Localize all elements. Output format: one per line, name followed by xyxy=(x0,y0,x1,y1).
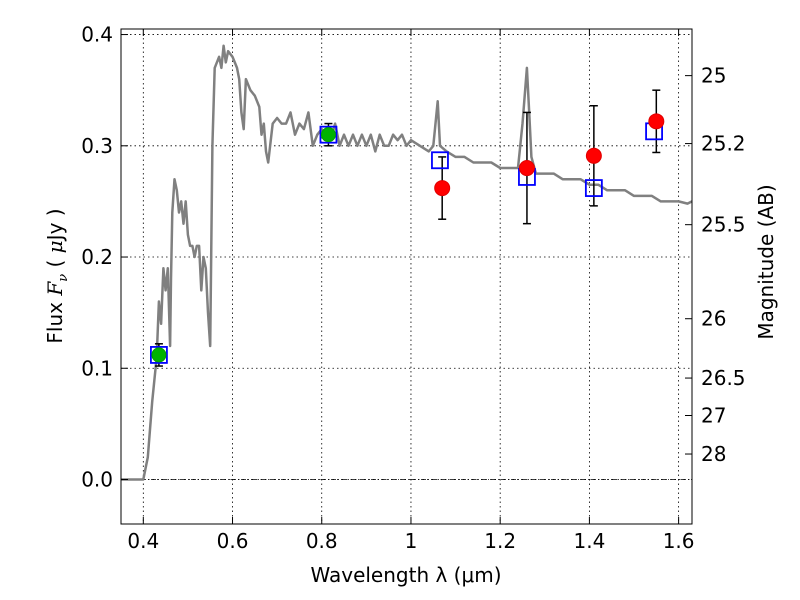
red-photometry-points xyxy=(434,113,665,197)
y-tick-labels: 0.0 0.1 0.2 0.3 0.4 xyxy=(81,23,113,492)
green-photometry-points xyxy=(151,127,336,363)
red-photometry-point xyxy=(434,180,451,197)
y-tick-label: 0.1 xyxy=(81,356,113,380)
red-photometry-point xyxy=(518,160,535,177)
grid-lines xyxy=(121,29,692,524)
y-tick-label: 0.4 xyxy=(81,23,113,47)
right-tick-label: 26.5 xyxy=(701,366,746,390)
x-tick-label: 0.6 xyxy=(217,529,249,553)
model-spectrum-line xyxy=(121,44,693,481)
x-tick-label: 1.2 xyxy=(484,529,516,553)
x-tick-label: 1 xyxy=(405,529,418,553)
x-axis-label: Wavelength λ (μm) xyxy=(310,563,501,587)
green-photometry-point xyxy=(151,347,167,363)
x-tick-label: 1.6 xyxy=(663,529,695,553)
blue-photometry-box xyxy=(431,151,449,170)
right-tick-label: 25.2 xyxy=(701,132,746,156)
right-tick-label: 28 xyxy=(701,442,726,466)
blue-photometry-box xyxy=(150,346,168,364)
x-tick-label: 0.4 xyxy=(127,529,159,553)
x-tick-label: 0.8 xyxy=(306,529,338,553)
plot-frame xyxy=(120,28,693,525)
x-tick-label: 1.4 xyxy=(573,529,605,553)
axis-ticks xyxy=(121,29,692,524)
y-tick-label: 0.2 xyxy=(81,245,113,269)
blue-photometry-box xyxy=(584,179,603,197)
y-tick-label: 0.3 xyxy=(81,134,113,158)
model-spectrum xyxy=(121,44,693,481)
blue-photometry-box xyxy=(319,125,338,144)
green-photometry-point xyxy=(320,127,336,143)
right-tick-label: 27 xyxy=(701,403,726,427)
right-tick-label: 26 xyxy=(701,307,726,331)
right-tick-label: 25.5 xyxy=(701,213,746,237)
right-axis-label: Magnitude (AB) xyxy=(754,184,778,339)
y-tick-label: 0.0 xyxy=(81,468,113,492)
red-photometry-point xyxy=(585,147,602,164)
x-tick-labels: 0.4 0.6 0.8 1 1.2 1.4 1.6 xyxy=(127,529,694,553)
right-tick-label: 25 xyxy=(701,64,726,88)
right-tick-labels: 25 25.2 25.5 26 26.5 27 28 xyxy=(701,64,746,466)
red-photometry-point xyxy=(648,113,665,130)
